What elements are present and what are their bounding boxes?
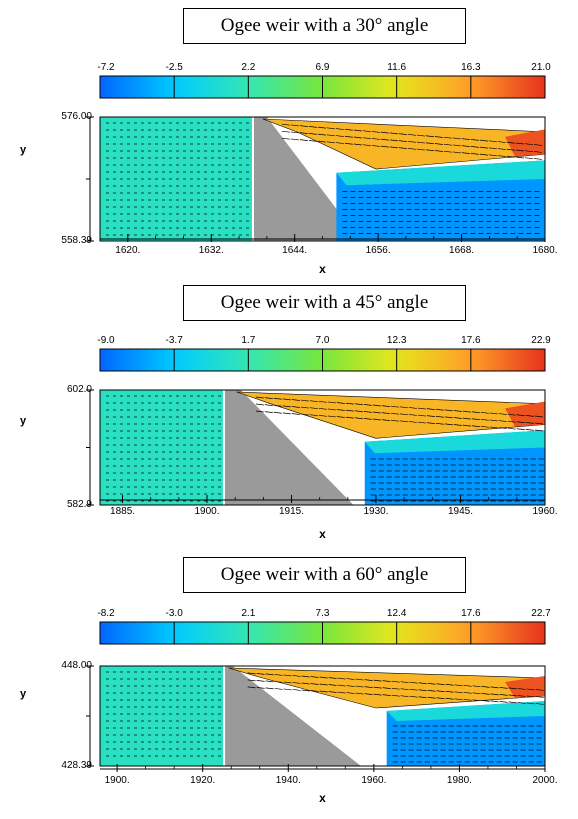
weir-body [223, 390, 354, 505]
y-tick-label: 428.39 [61, 760, 92, 771]
weir-body [224, 666, 362, 766]
x-axis-label: x [319, 262, 326, 276]
plot-frame [99, 389, 546, 506]
plot-area [99, 665, 546, 767]
x-tick-label: 1920. [190, 775, 216, 786]
x-tick-label: 1668. [449, 245, 475, 256]
overflow-jet [262, 118, 546, 170]
y-tick-label: 602.0 [66, 384, 92, 395]
colorbar-tick-label: -3.7 [165, 335, 183, 346]
x-tick-label: 1885. [110, 506, 136, 517]
colorbar-tick-label: 6.9 [315, 62, 330, 73]
x-tick-label: 1945. [447, 506, 474, 517]
plot-frame [99, 116, 546, 242]
colorbar-tick-label: -9.0 [97, 335, 115, 346]
colorbar-tick-label: 21.0 [531, 62, 551, 73]
colorbar-tick-label: 12.4 [386, 608, 407, 619]
x-axis-label: x [319, 791, 326, 805]
x-tick-label: 1940. [275, 775, 301, 786]
y-axis-label: y [20, 415, 27, 428]
weir-body [252, 117, 361, 241]
x-tick-label: 1900. [104, 775, 130, 786]
x-tick-label: 1620. [115, 245, 141, 256]
panel-title: Ogee weir with a 45° angle [183, 285, 466, 321]
plot-area [99, 389, 546, 506]
velocity-vectors [106, 671, 544, 763]
colorbar-tick-label: 7.0 [315, 335, 330, 346]
colorbar-tick-label: 22.9 [531, 335, 551, 346]
x-tick-label: 1960. [532, 506, 558, 517]
velocity-vectors [106, 122, 542, 236]
y-tick-label: 448.00 [61, 660, 92, 671]
colorbar-tick-label: 22.7 [531, 608, 551, 619]
colorbar-tick-label: 2.1 [241, 608, 256, 619]
x-tick-label: 1900. [194, 506, 220, 517]
y-tick-label: 558.39 [61, 235, 92, 246]
colorbar-tick-label: 2.2 [241, 62, 256, 73]
colorbar-tick-label: 17.6 [461, 335, 481, 346]
plot-frame [99, 665, 546, 767]
colorbar-tick-label: 7.3 [315, 608, 330, 619]
x-tick-label: 1980. [446, 775, 472, 786]
upstream-region [100, 666, 225, 766]
colorbar-tick-label: 1.7 [241, 335, 256, 346]
x-tick-label: 1680. [532, 245, 558, 256]
x-tick-label: 1930. [363, 506, 389, 517]
colorbar-tick-label: -8.2 [97, 608, 115, 619]
x-tick-label: 1644. [282, 245, 308, 256]
panel-title: Ogee weir with a 60° angle [183, 557, 466, 593]
colorbar-tick-label: 16.3 [461, 62, 481, 73]
y-axis-label: y [20, 144, 27, 157]
x-tick-label: 2000. [532, 775, 558, 786]
x-axis-label: x [319, 527, 326, 541]
upstream-region [100, 390, 224, 505]
colorbar-tick-label: 12.3 [386, 335, 407, 346]
plot-area [99, 116, 546, 242]
y-tick-label: 582.9 [66, 499, 92, 510]
colorbar-tick-label: -2.5 [165, 62, 183, 73]
velocity-vectors [106, 395, 544, 502]
x-tick-label: 1632. [198, 245, 224, 256]
y-axis-label: y [20, 688, 27, 700]
colorbar-tick-label: 11.6 [387, 62, 407, 73]
x-tick-label: 1915. [279, 506, 305, 517]
x-tick-label: 1656. [365, 245, 391, 256]
overflow-jet [236, 391, 546, 439]
colorbar-tick-label: -3.0 [165, 608, 183, 619]
colorbar-tick-label: 17.6 [461, 608, 481, 619]
y-tick-label: 576.00 [61, 111, 92, 122]
panel-title: Ogee weir with a 30° angle [183, 8, 466, 44]
colorbar-tick-label: -7.2 [97, 62, 115, 73]
x-tick-label: 1960. [361, 775, 387, 786]
